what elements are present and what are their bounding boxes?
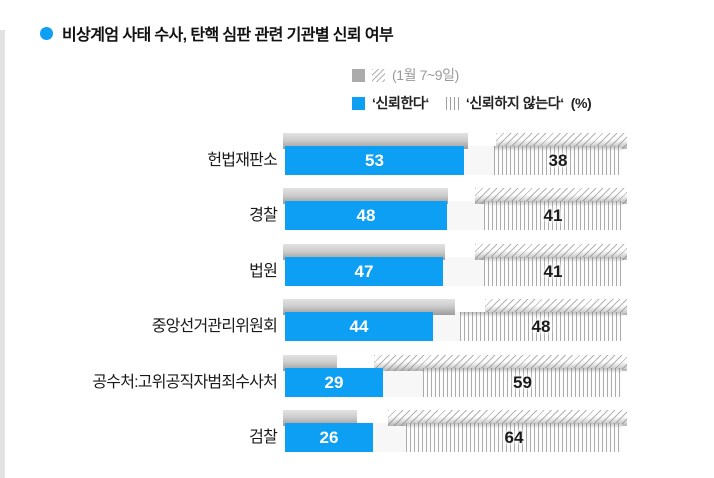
trust-bar: 48 bbox=[285, 201, 447, 230]
prev-distrust-shadow-bar bbox=[485, 299, 627, 315]
chart-legend: (1월 7~9일) ‘신뢰한다‘ ‘신뢰하지 않는다‘ (%) bbox=[352, 66, 592, 122]
trust-value: 29 bbox=[324, 372, 344, 392]
category-label: 검찰 bbox=[249, 429, 278, 446]
category-label: 헌법재판소 bbox=[207, 152, 277, 169]
prev-distrust-shadow-bar bbox=[475, 188, 627, 204]
category-label: 중앙선거관리위원회 bbox=[151, 318, 278, 335]
distrust-value: 41 bbox=[543, 261, 563, 281]
bullet-dot-icon bbox=[40, 26, 53, 40]
legend-blue-square-icon bbox=[352, 96, 365, 110]
legend-trust-label: ‘신뢰한다‘ bbox=[372, 95, 429, 111]
distrust-value: 41 bbox=[543, 205, 563, 225]
trust-bar: 47 bbox=[285, 257, 443, 286]
prev-trust-shadow-bar bbox=[283, 299, 455, 315]
prev-trust-shadow-bar bbox=[283, 188, 448, 204]
legend-gray-square-icon bbox=[352, 68, 365, 82]
trust-value: 47 bbox=[354, 261, 374, 281]
trust-value: 48 bbox=[356, 205, 376, 225]
distrust-value: 48 bbox=[531, 316, 551, 336]
category-label: 공수처:고위공직자범죄수사처 bbox=[92, 374, 277, 391]
legend-unit-label: (%) bbox=[570, 95, 592, 111]
prev-trust-shadow-bar bbox=[283, 410, 357, 426]
distrust-value: 59 bbox=[513, 372, 532, 392]
prev-distrust-shadow-bar bbox=[374, 355, 627, 371]
trust-value: 26 bbox=[319, 427, 339, 447]
prev-trust-shadow-bar bbox=[283, 244, 445, 260]
distrust-value: 64 bbox=[504, 427, 524, 447]
prev-distrust-shadow-bar bbox=[496, 133, 627, 149]
trust-bar: 44 bbox=[285, 312, 433, 341]
distrust-value: 38 bbox=[548, 150, 568, 170]
trust-value: 44 bbox=[349, 316, 369, 336]
distrust-bar: 59 bbox=[423, 368, 622, 397]
distrust-bar: 64 bbox=[406, 423, 622, 452]
distrust-bar: 48 bbox=[460, 312, 622, 341]
legend-distrust-label: ‘신뢰하지 않는다‘ bbox=[465, 95, 564, 111]
category-label: 법원 bbox=[249, 263, 278, 280]
chart-title: 비상계엄 사태 수사, 탄핵 심판 관련 기관별 신뢰 여부 bbox=[40, 21, 394, 45]
trust-bar: 53 bbox=[285, 146, 464, 175]
distrust-bar: 41 bbox=[484, 201, 622, 230]
trust-bar: 29 bbox=[285, 368, 383, 397]
legend-vertical-hatch-square-icon bbox=[445, 96, 459, 110]
legend-diagonal-hatch-square-icon bbox=[372, 68, 385, 82]
category-label: 경찰 bbox=[249, 207, 278, 224]
prev-distrust-shadow-bar bbox=[475, 244, 627, 260]
distrust-bar: 41 bbox=[484, 257, 622, 286]
legend-previous-period: (1월 7~9일) bbox=[352, 66, 591, 84]
left-edge-artifact bbox=[0, 30, 5, 478]
prev-trust-shadow-bar bbox=[283, 355, 337, 371]
prev-trust-shadow-bar bbox=[283, 133, 468, 149]
trust-bar: 26 bbox=[285, 423, 373, 452]
legend-current-period: ‘신뢰한다‘ ‘신뢰하지 않는다‘ (%) bbox=[352, 94, 592, 112]
chart-title-text: 비상계엄 사태 수사, 탄핵 심판 관련 기관별 신뢰 여부 bbox=[62, 27, 394, 44]
prev-distrust-shadow-bar bbox=[388, 410, 627, 426]
trust-value: 53 bbox=[365, 150, 384, 170]
distrust-bar: 38 bbox=[494, 146, 622, 175]
legend-previous-period-label: (1월 7~9일) bbox=[392, 67, 459, 83]
